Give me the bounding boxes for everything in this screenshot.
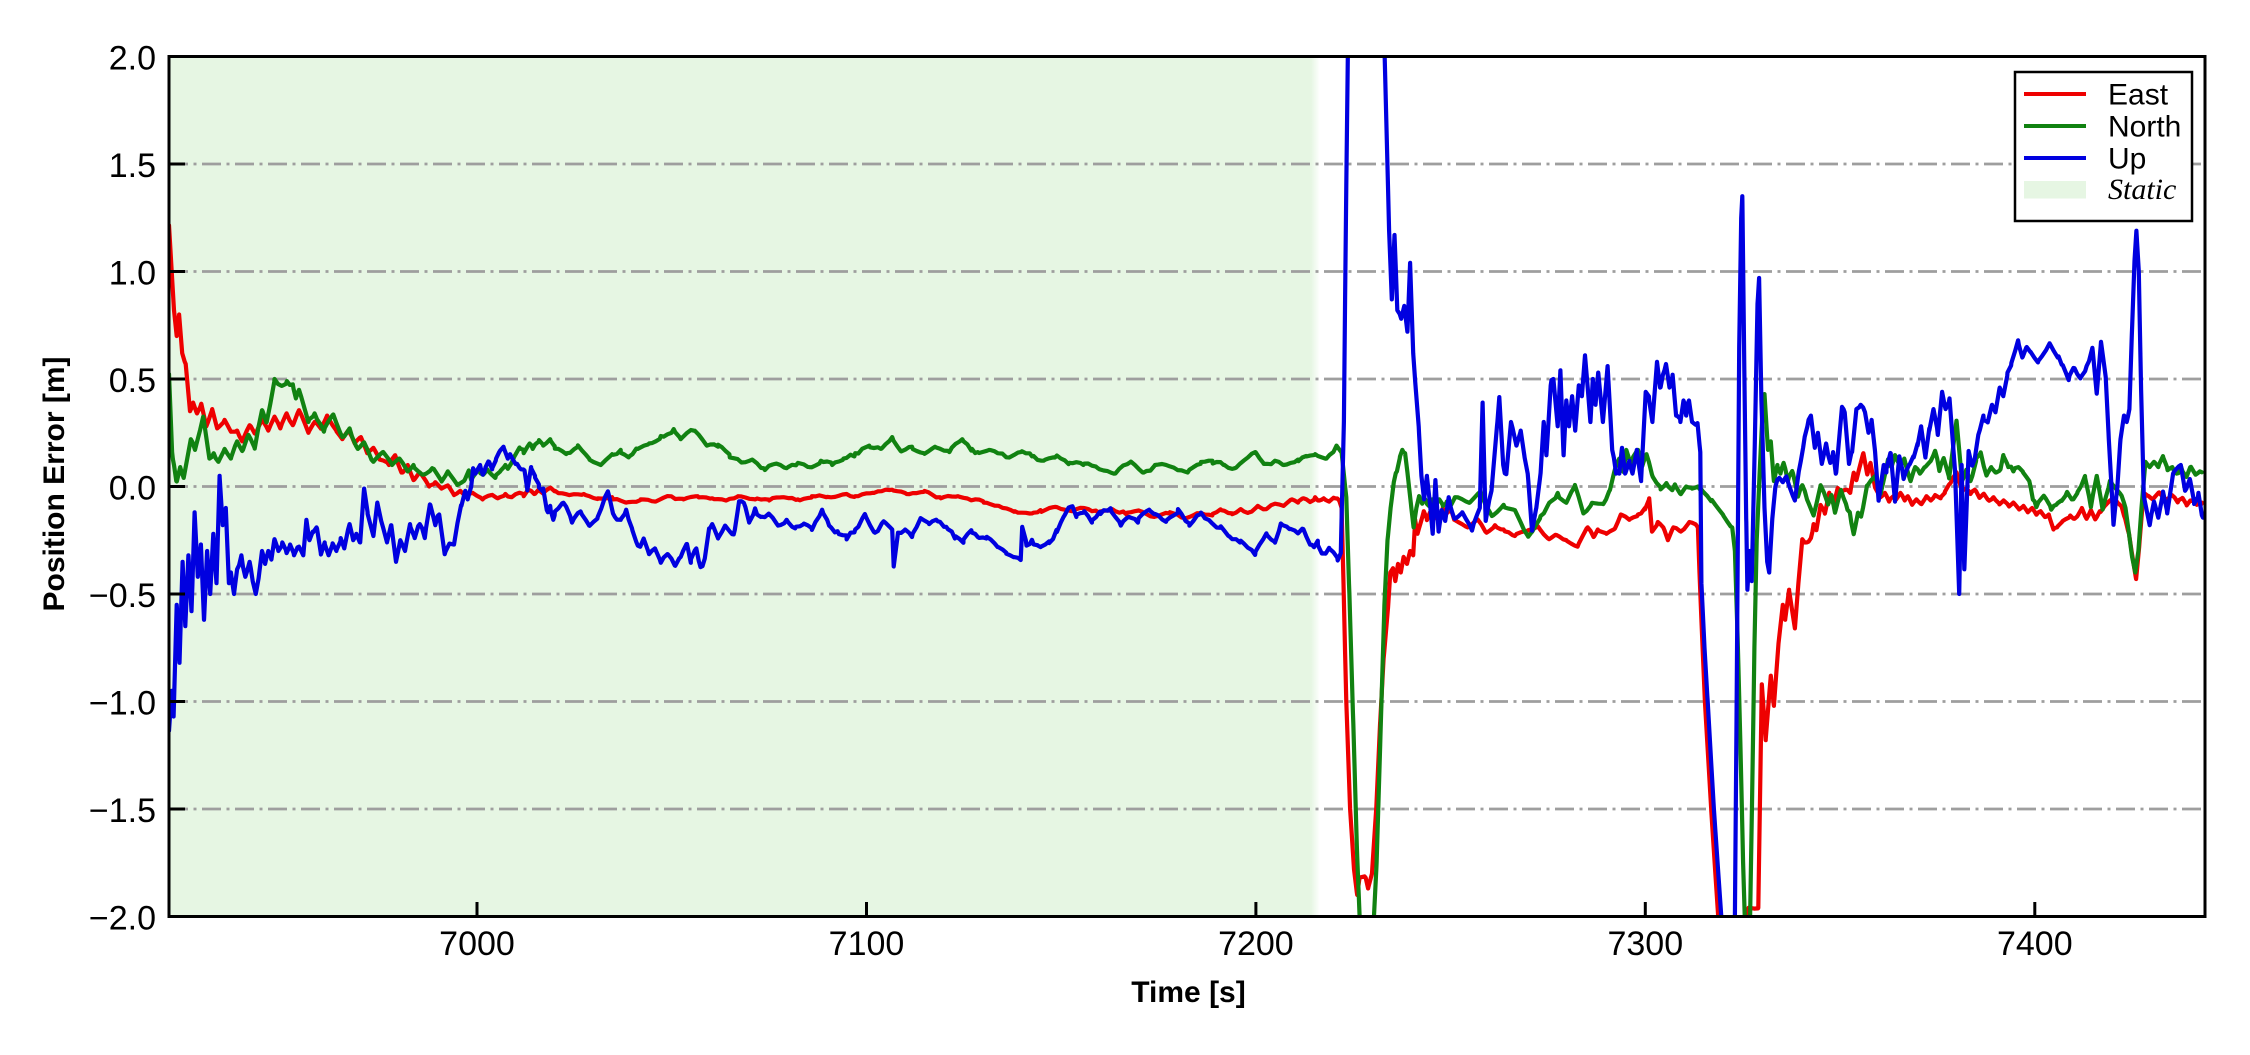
svg-text:1.0: 1.0 <box>109 255 156 293</box>
svg-text:Static: Static <box>2108 173 2176 206</box>
svg-text:2.0: 2.0 <box>109 40 156 78</box>
svg-text:0.5: 0.5 <box>109 362 156 400</box>
svg-text:−2.0: −2.0 <box>89 900 156 938</box>
svg-text:0.0: 0.0 <box>109 470 156 508</box>
svg-text:7400: 7400 <box>1997 925 2073 963</box>
svg-text:7000: 7000 <box>439 925 515 963</box>
svg-text:−1.5: −1.5 <box>89 792 156 830</box>
svg-text:Up: Up <box>2108 143 2146 176</box>
svg-text:7100: 7100 <box>829 925 905 963</box>
svg-text:Time [s]: Time [s] <box>1131 976 1245 1009</box>
svg-text:North: North <box>2108 111 2181 144</box>
svg-text:Position Error [m]: Position Error [m] <box>38 356 71 611</box>
svg-text:−1.0: −1.0 <box>89 685 156 723</box>
svg-text:−0.5: −0.5 <box>89 577 156 615</box>
svg-text:1.5: 1.5 <box>109 147 156 185</box>
svg-text:East: East <box>2108 79 2169 112</box>
svg-text:7300: 7300 <box>1607 925 1683 963</box>
svg-text:7200: 7200 <box>1218 925 1294 963</box>
